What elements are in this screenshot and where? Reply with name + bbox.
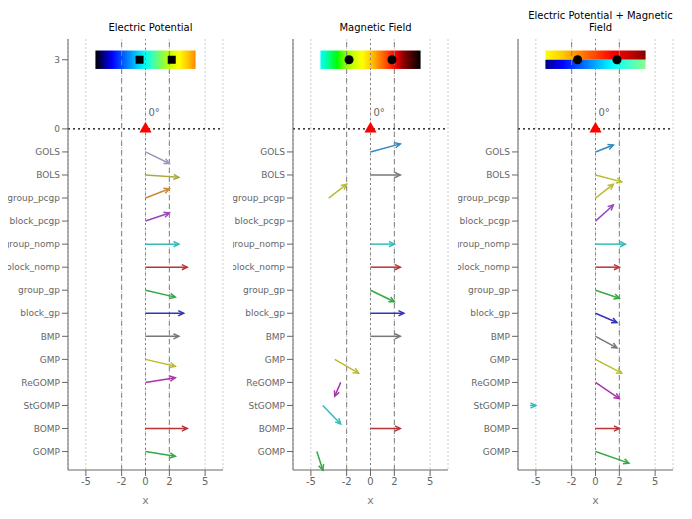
html-text:Electric Potential + Magnetic: Electric Potential + Magnetic Field: [528, 10, 673, 33]
svg-text:BOMP: BOMP: [259, 424, 286, 434]
svg-text:-2: -2: [342, 476, 352, 487]
svg-text:GMP: GMP: [490, 355, 511, 365]
svg-text:group_pcgp: group_pcgp: [233, 193, 285, 203]
svg-text:0: 0: [54, 124, 60, 134]
svg-text:-5: -5: [531, 476, 541, 487]
svg-text:x: x: [592, 494, 599, 504]
svg-text:x: x: [367, 494, 374, 504]
svg-text:x: x: [142, 494, 149, 504]
svg-text:ReGOMP: ReGOMP: [471, 378, 510, 388]
svg-text:group_pcgp: group_pcgp: [8, 193, 60, 203]
svg-text:GOLS: GOLS: [260, 147, 285, 157]
svg-text:0°: 0°: [373, 107, 384, 118]
svg-text:2: 2: [166, 476, 172, 487]
svg-text:GMP: GMP: [40, 355, 61, 365]
svg-text:group_gp: group_gp: [18, 285, 60, 295]
svg-text:0°: 0°: [598, 107, 609, 118]
svg-text:-2: -2: [567, 476, 577, 487]
svg-text:group_nomp: group_nomp: [458, 239, 510, 249]
svg-text:3: 3: [54, 55, 60, 65]
svg-text:BMP: BMP: [491, 332, 511, 342]
svg-text:0: 0: [367, 476, 373, 487]
svg-text:group_gp: group_gp: [468, 285, 510, 295]
svg-text:BOLS: BOLS: [261, 170, 285, 180]
svg-text:GOMP: GOMP: [483, 447, 511, 457]
svg-text:GOLS: GOLS: [485, 147, 510, 157]
svg-text:BOLS: BOLS: [486, 170, 510, 180]
svg-text:BOMP: BOMP: [484, 424, 511, 434]
html-text:Electric Potential: Electric Potential: [108, 22, 193, 33]
svg-text:block_nomp: block_nomp: [8, 262, 60, 272]
svg-text:group_nomp: group_nomp: [8, 239, 60, 249]
svg-text:block_pcgp: block_pcgp: [235, 216, 286, 226]
svg-text:block_pcgp: block_pcgp: [10, 216, 61, 226]
svg-text:block_pcgp: block_pcgp: [460, 216, 511, 226]
svg-text:0: 0: [142, 476, 148, 487]
svg-text:block_gp: block_gp: [470, 308, 510, 318]
svg-text:group_gp: group_gp: [243, 285, 285, 295]
svg-text:-5: -5: [306, 476, 316, 487]
svg-text:-2: -2: [117, 476, 127, 487]
svg-text:GMP: GMP: [265, 355, 286, 365]
svg-text:-5: -5: [81, 476, 91, 487]
svg-text:block_gp: block_gp: [20, 308, 60, 318]
svg-text:GOMP: GOMP: [33, 447, 61, 457]
svg-text:ReGOMP: ReGOMP: [21, 378, 60, 388]
svg-text:2: 2: [391, 476, 397, 487]
svg-text:5: 5: [427, 476, 433, 487]
svg-text:GOMP: GOMP: [258, 447, 286, 457]
svg-text:0: 0: [592, 476, 598, 487]
svg-text:ReGOMP: ReGOMP: [246, 378, 285, 388]
svg-text:block_gp: block_gp: [245, 308, 285, 318]
svg-text:StGOMP: StGOMP: [474, 401, 511, 411]
svg-text:BMP: BMP: [41, 332, 61, 342]
svg-text:StGOMP: StGOMP: [249, 401, 286, 411]
html-text:Magnetic Field: Magnetic Field: [339, 22, 412, 33]
svg-text:2: 2: [616, 476, 622, 487]
svg-text:BOMP: BOMP: [34, 424, 61, 434]
svg-text:group_pcgp: group_pcgp: [458, 193, 510, 203]
svg-text:group_nomp: group_nomp: [233, 239, 285, 249]
svg-text:BOLS: BOLS: [36, 170, 60, 180]
svg-text:5: 5: [652, 476, 658, 487]
svg-text:StGOMP: StGOMP: [24, 401, 61, 411]
svg-text:BMP: BMP: [266, 332, 286, 342]
svg-text:0°: 0°: [148, 107, 159, 118]
svg-text:block_nomp: block_nomp: [458, 262, 510, 272]
svg-text:block_nomp: block_nomp: [233, 262, 285, 272]
svg-text:5: 5: [202, 476, 208, 487]
svg-text:GOLS: GOLS: [35, 147, 60, 157]
